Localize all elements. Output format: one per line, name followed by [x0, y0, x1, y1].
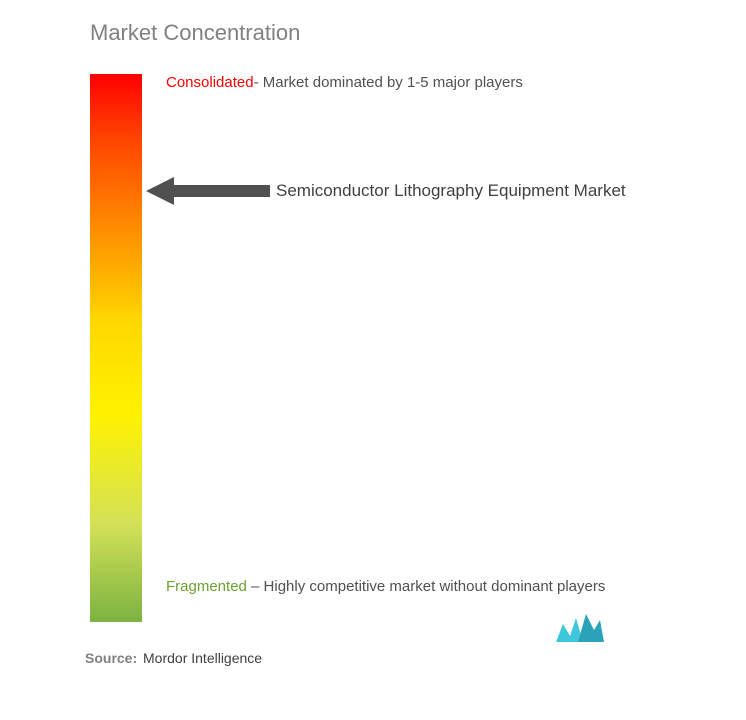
- fragmented-key: Fragmented: [166, 578, 247, 595]
- market-position-marker: Semiconductor Lithography Equipment Mark…: [146, 174, 626, 208]
- mordor-logo-icon: [556, 614, 604, 642]
- source-label: Source:: [85, 650, 137, 666]
- gradient-bar: [90, 74, 142, 622]
- source-attribution: Source: Mordor Intelligence: [85, 650, 262, 666]
- arrow-left-icon: [146, 174, 270, 208]
- consolidated-key: Consolidated: [166, 74, 254, 91]
- page-title: Market Concentration: [90, 20, 746, 46]
- market-name-label: Semiconductor Lithography Equipment Mark…: [276, 181, 626, 201]
- fragmented-desc: – Highly competitive market without domi…: [247, 578, 606, 595]
- consolidated-label: Consolidated- Market dominated by 1-5 ma…: [166, 74, 523, 91]
- source-value: Mordor Intelligence: [143, 650, 262, 666]
- consolidated-desc: - Market dominated by 1-5 major players: [254, 74, 523, 91]
- fragmented-label: Fragmented – Highly competitive market w…: [166, 574, 605, 600]
